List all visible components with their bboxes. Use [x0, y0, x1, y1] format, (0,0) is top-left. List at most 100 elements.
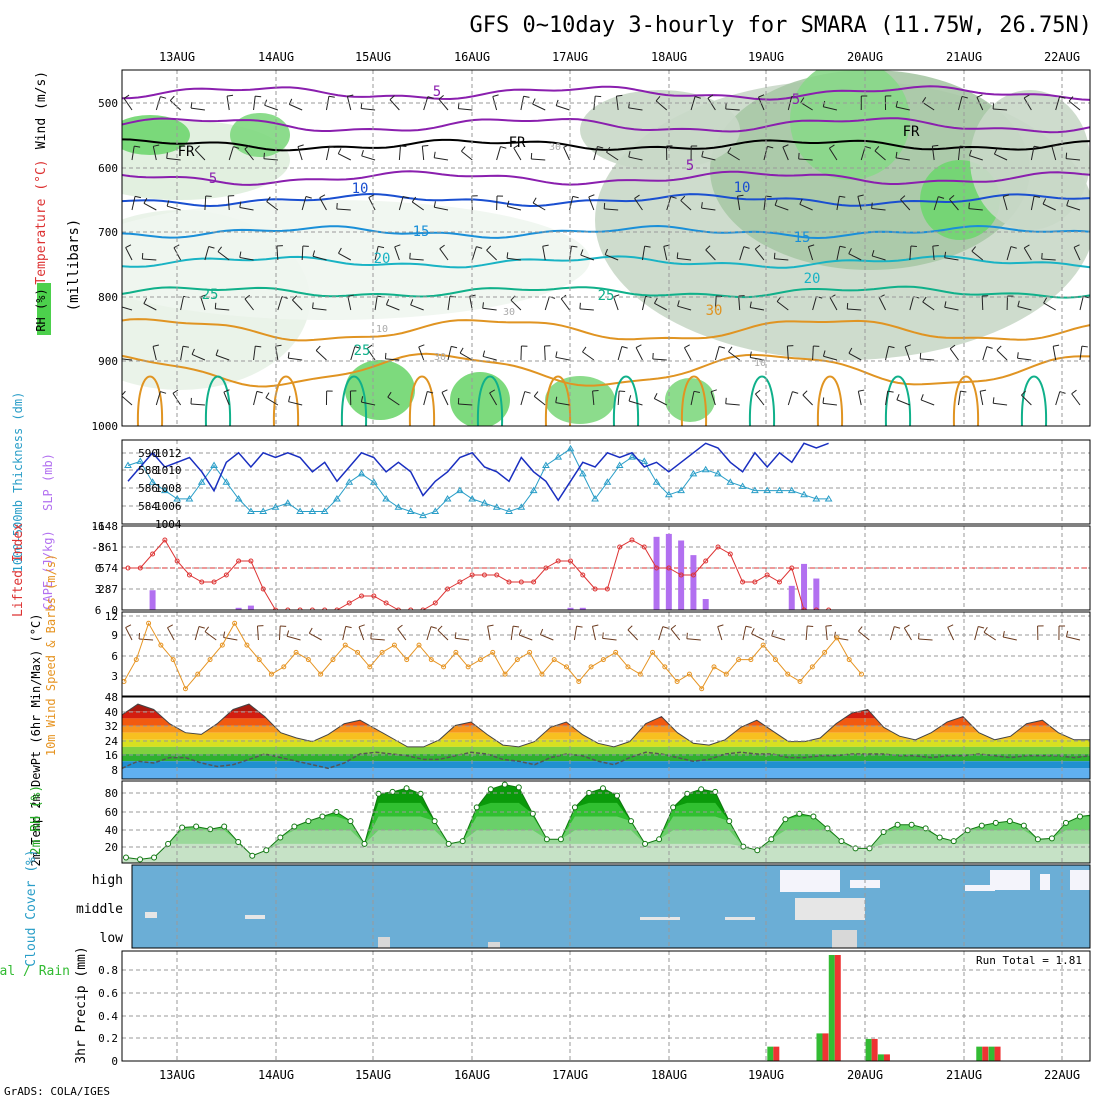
contour-label: 25 — [598, 288, 615, 304]
low-cloud — [378, 937, 390, 948]
rh-point — [488, 787, 493, 792]
rh-point — [152, 855, 157, 860]
wind-barb — [519, 635, 532, 640]
rh-point — [993, 820, 998, 825]
rh-tick: 40 — [105, 824, 118, 837]
wind-barb-flag — [595, 96, 601, 97]
rh-point — [895, 822, 900, 827]
wind-barb — [488, 626, 491, 640]
cape-bar — [813, 579, 819, 610]
wind-barb-flag — [969, 203, 970, 209]
wind-barb — [205, 632, 216, 640]
temp-band — [122, 768, 1090, 779]
wind-barb-flag — [746, 626, 752, 627]
rh-point — [250, 853, 255, 858]
li-line — [128, 540, 829, 610]
wind-barb-flag — [398, 625, 403, 629]
rh-point — [208, 827, 213, 832]
wind-barb-flag — [513, 626, 519, 627]
middle-cloud — [145, 912, 157, 918]
top-date-label: 22AUG — [1044, 50, 1080, 64]
wind-barb — [287, 636, 300, 640]
temp-tick: 8 — [111, 764, 118, 777]
bottom-date-label: 22AUG — [1044, 1068, 1080, 1082]
wind-barb-flag — [933, 245, 939, 246]
wind-barb — [343, 626, 346, 640]
cape-bar — [666, 534, 672, 610]
wind-barb-flag — [894, 627, 900, 629]
wind-barb-flag — [287, 630, 289, 636]
rh-point — [629, 819, 634, 824]
bottom-date-label: 13AUG — [159, 1068, 195, 1082]
rh-point — [306, 819, 311, 824]
contour-label: 30 — [549, 142, 561, 153]
contour-label: 5 — [209, 171, 217, 187]
pressure-axis-label: (millibars) — [66, 219, 82, 312]
slp-tick: 1012 — [155, 447, 182, 460]
rh-point — [572, 805, 577, 810]
middle-cloud — [245, 915, 265, 919]
cape-bar — [789, 586, 795, 610]
rh-shade — [665, 378, 715, 422]
wind-barb-flag — [858, 627, 862, 632]
wind-barb — [592, 626, 595, 640]
bottom-date-label: 21AUG — [946, 1068, 982, 1082]
top-date-label: 15AUG — [355, 50, 391, 64]
convective-bar — [872, 1039, 878, 1061]
slp-tick: 1006 — [155, 500, 182, 513]
wind-barb — [1066, 637, 1080, 640]
wind-barb-flag — [458, 103, 459, 109]
wind-barb-flag — [119, 300, 121, 306]
wind-barb-flag — [752, 628, 755, 633]
rh-point — [516, 785, 521, 790]
wind-barb-flag — [313, 302, 314, 308]
wind-barb-flag — [826, 625, 832, 626]
cloud-row-label: low — [100, 931, 124, 946]
wind-barb-flag — [593, 391, 599, 392]
rh-point — [657, 837, 662, 842]
wind-barb-flag — [1066, 153, 1067, 159]
top-date-label: 17AUG — [552, 50, 588, 64]
convective-bar — [822, 1033, 828, 1061]
top-date-label: 16AUG — [454, 50, 490, 64]
wind-barb-flag — [677, 252, 678, 258]
rh-point — [727, 819, 732, 824]
cape-tick: 861 — [98, 541, 118, 554]
rh-point — [979, 823, 984, 828]
cape-bar — [248, 606, 254, 610]
wind-barb-flag — [628, 626, 632, 630]
rh-point — [1077, 814, 1082, 819]
convective-bar — [982, 1047, 988, 1061]
wind-barb-flag — [687, 633, 688, 639]
wind-barb-flag — [359, 625, 365, 627]
contour-label: 15 — [794, 230, 811, 246]
bottom-date-label: 18AUG — [651, 1068, 687, 1082]
rh-point — [769, 837, 774, 842]
temp-band — [122, 747, 1090, 754]
temperature-axis-label: Temperature (°C) — [34, 159, 49, 284]
precip-tick: 0 — [111, 1055, 118, 1068]
wind-barb — [772, 636, 785, 640]
rh-point — [418, 791, 423, 796]
wind-barb-flag — [603, 632, 604, 638]
wind-barb — [257, 626, 258, 640]
rh-point — [362, 841, 367, 846]
contour-label: 10 — [376, 324, 388, 335]
wind-barb — [574, 626, 576, 640]
temp-tick: 16 — [105, 749, 118, 762]
convective-bar — [995, 1047, 1001, 1061]
run-total-label: Run Total = 1.81 — [976, 954, 1082, 967]
rh-point — [909, 822, 914, 827]
low-cloud — [488, 942, 500, 948]
bottom-date-label: 17AUG — [552, 1068, 588, 1082]
wind-barb — [858, 631, 869, 640]
rh-point — [194, 824, 199, 829]
wind-barb — [545, 346, 546, 360]
rh-point — [685, 791, 690, 796]
wind-barb — [126, 628, 132, 640]
contour-label: 5 — [792, 92, 800, 108]
rh-point — [320, 814, 325, 819]
